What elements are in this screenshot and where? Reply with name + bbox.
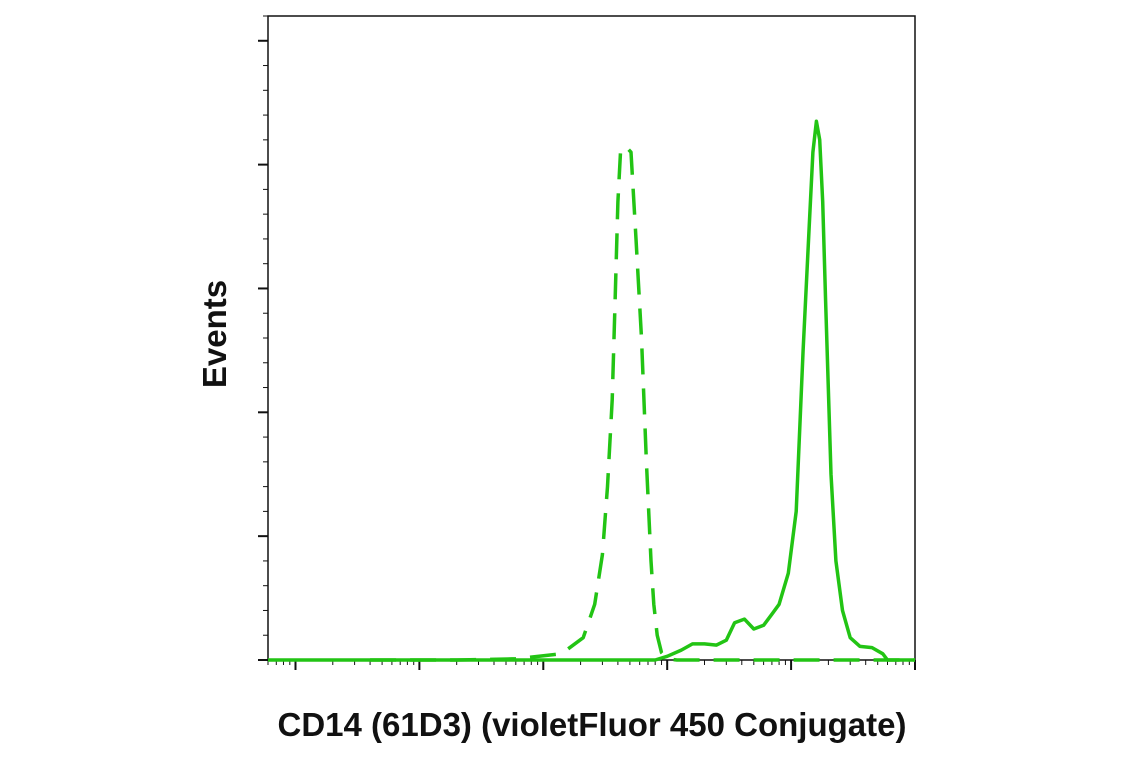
y-axis-title: Events bbox=[196, 280, 233, 388]
x-axis-title: CD14 (61D3) (violetFluor 450 Conjugate) bbox=[278, 706, 907, 743]
series-lines bbox=[268, 119, 915, 662]
series-line-dashed bbox=[370, 144, 915, 662]
plot-frame bbox=[267, 15, 916, 661]
y-axis-ticks bbox=[258, 15, 268, 661]
series-line-solid bbox=[268, 119, 915, 662]
